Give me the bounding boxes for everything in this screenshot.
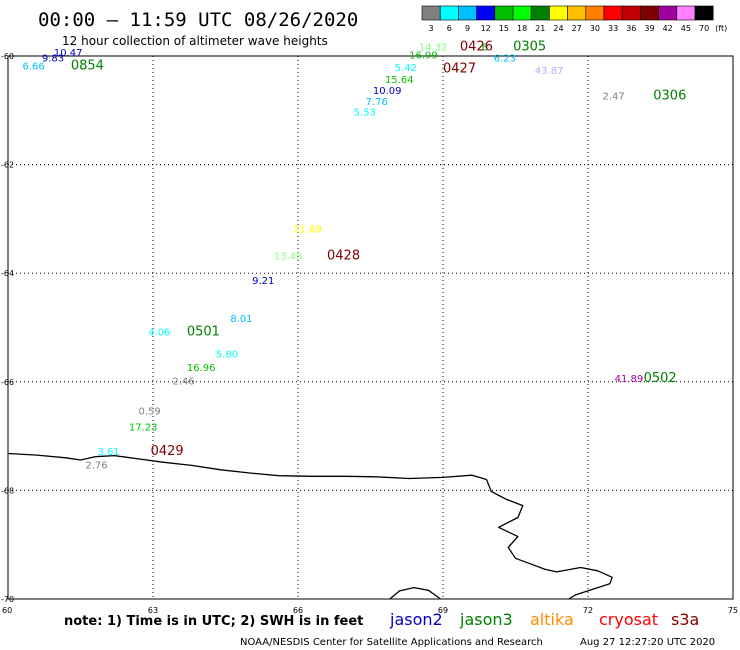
wave-height-label: 4.06 — [148, 328, 170, 339]
scale-swatch — [549, 5, 568, 21]
scale-swatch — [530, 5, 550, 21]
pass-time-label: 0502 — [644, 371, 677, 386]
grid-lines — [8, 56, 733, 599]
scale-swatch — [676, 5, 696, 21]
legend-entry: jason3 — [459, 610, 513, 629]
wave-height-label: 2.47 — [603, 91, 625, 102]
x-tick-label: 66 — [293, 606, 303, 615]
wave-height-label: 0.59 — [139, 406, 161, 417]
scale-unit: (ft) — [715, 24, 727, 33]
pass-time-label: 0854 — [71, 59, 104, 74]
wave-height-label: 13.45 — [274, 252, 303, 263]
wave-height-label: 6 — [482, 43, 488, 54]
wave-height-label: 2.76 — [85, 461, 107, 472]
x-tick-label: 72 — [583, 606, 593, 615]
wave-height-label: 16.96 — [187, 363, 216, 374]
pass-time-label: 0426 — [460, 40, 493, 55]
wave-height-label: 9.21 — [252, 276, 274, 287]
wave-height-label: 2.46 — [172, 377, 194, 388]
pass-time-label: 0306 — [653, 88, 686, 103]
scale-value: 45 — [681, 24, 691, 33]
scale-swatch — [512, 5, 532, 21]
scale-swatch — [439, 5, 459, 21]
scale-swatch — [476, 5, 496, 21]
pass-time-label: 0305 — [513, 40, 546, 55]
wave-height-label: 17.23 — [129, 423, 158, 434]
pass-time-labels: 0854 0426 0305 0427 0306 0428 0501 0502 0429 — [71, 40, 687, 460]
scale-swatch — [585, 5, 605, 21]
wave-height-label: 16.99 — [409, 51, 438, 62]
footer-note: note: 1) Time is in UTC; 2) SWH is in fe… — [64, 614, 363, 629]
wave-height-label: 8.01 — [230, 314, 252, 325]
scale-swatch — [567, 5, 587, 21]
wave-height-label: 41.89 — [615, 374, 644, 385]
scale-swatch — [621, 5, 641, 21]
footer-credit: NOAA/NESDIS Center for Satellite Applica… — [240, 637, 543, 648]
chart-title: 00:00 – 11:59 UTC 08/26/2020 — [38, 9, 358, 31]
x-tick-label: 63 — [148, 606, 158, 615]
legend-entry: cryosat — [599, 610, 658, 629]
wave-height-label: 15.64 — [385, 75, 414, 86]
wave-height-label: 6.66 — [23, 62, 45, 73]
legend-entry: altika — [530, 610, 574, 629]
coastline-segment — [7, 452, 613, 600]
legend-entry: s3a — [671, 610, 699, 629]
pass-time-label: 0428 — [327, 249, 360, 264]
wave-height-label: 5.53 — [354, 108, 376, 119]
scale-swatch — [603, 5, 623, 21]
scale-swatch — [421, 5, 441, 21]
scale-value: 27 — [572, 24, 582, 33]
scale-swatch — [640, 5, 659, 21]
x-tick-label: 69 — [438, 606, 448, 615]
plot-frame — [7, 55, 734, 600]
legend-entry: jason2 — [389, 610, 443, 629]
x-tick-label: 75 — [728, 606, 738, 615]
chart-subtitle: 12 hour collection of altimeter wave hei… — [62, 34, 328, 48]
coastline-segment — [389, 586, 441, 600]
wave-height-label: 9.83 — [42, 53, 64, 64]
wave-height-label: 7.76 — [366, 97, 388, 108]
footer-timestamp: Aug 27 12:27:20 UTC 2020 — [580, 637, 715, 648]
scale-value: 24 — [553, 24, 563, 33]
wave-height-label: 21.69 — [293, 224, 322, 235]
wave-height-label: 6.23 — [494, 53, 516, 64]
scale-value: 18 — [517, 24, 527, 33]
scale-value: 70 — [699, 24, 709, 33]
scale-value: 21 — [535, 24, 545, 33]
scale-value: 6 — [447, 24, 452, 33]
wave-height-label: 3.61 — [97, 447, 119, 458]
satellite-legend: jason2 jason3 altika cryosat s3a — [389, 610, 699, 629]
x-tick-label: 60 — [2, 606, 12, 615]
color-scale-legend: 3 6 9 12 15 18 21 24 27 30 33 36 39 42 45 70 (ft) — [421, 5, 727, 33]
wave-height-label: 14.32 — [419, 43, 448, 54]
pass-time-label: 0429 — [151, 444, 184, 459]
scale-swatch — [458, 5, 477, 21]
scale-value: 30 — [590, 24, 600, 33]
wave-height-label: 5.42 — [395, 63, 417, 74]
scale-value: 9 — [465, 24, 470, 33]
wave-height-label: 43.87 — [535, 66, 564, 77]
wave-height-labels: 10.479.836.66 14.32 6 16.99 6.23 5.42 43.87 15.… — [23, 43, 644, 472]
coastline — [7, 452, 613, 600]
wave-height-label: 5.80 — [216, 349, 238, 360]
scale-value: 33 — [608, 24, 618, 33]
scale-value: 12 — [481, 24, 491, 33]
scale-swatch — [658, 5, 678, 21]
scale-swatch — [494, 5, 514, 21]
wave-height-label: 10.47 — [54, 48, 83, 59]
scale-value: 36 — [626, 24, 636, 33]
scale-value: 3 — [429, 24, 434, 33]
scale-value: 15 — [499, 24, 509, 33]
pass-time-label: 0501 — [187, 325, 220, 340]
scale-value: 39 — [644, 24, 654, 33]
scale-swatch — [694, 5, 714, 21]
wave-height-label: 10.09 — [373, 86, 402, 97]
scale-value: 42 — [663, 24, 673, 33]
pass-time-label: 0427 — [443, 61, 476, 76]
